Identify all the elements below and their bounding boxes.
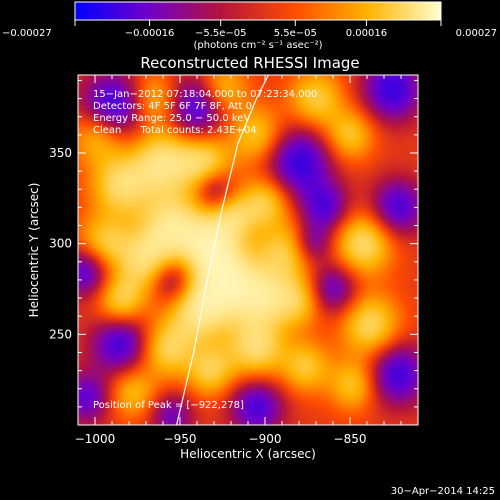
- chart-title: Reconstructed RHESSI Image: [140, 54, 359, 72]
- x-tick-label: −1000: [75, 432, 116, 446]
- x-tick-label: −900: [249, 432, 282, 446]
- colorbar-tick-label: −0.00016: [125, 28, 175, 39]
- colorbar-tick-label: −0.00027: [2, 28, 52, 39]
- info-line-time: 15−Jan−2012 07:18:04.000 to 07:23:34.000: [93, 89, 317, 100]
- info-line-detectors: Detectors: 4F 5F 6F 7F 8F, Att 0: [93, 101, 252, 112]
- solar-limb-line: [176, 75, 269, 425]
- y-axis-title: Heliocentric Y (arcsec): [27, 183, 41, 318]
- heatmap-image: [78, 75, 418, 425]
- x-tick-label: −950: [164, 432, 197, 446]
- colorbar-tick-label: 0.00016: [346, 28, 387, 39]
- colorbar-ticks: −0.00027 −0.00016 −5.5e−05 5.5e−05 0.00016 0.…: [2, 20, 497, 39]
- y-tick-label: 300: [49, 237, 72, 251]
- x-axis-ticks: −1000 −950 −900 −850: [75, 75, 419, 446]
- colorbar-tick-label: −5.5e−05: [195, 28, 247, 39]
- x-axis-title: Heliocentric X (arcsec): [180, 447, 316, 461]
- colorbar: −0.00027 −0.00016 −5.5e−05 5.5e−05 0.00016 0.…: [2, 1, 497, 51]
- info-line-clean: Clean Total counts: 2.43E+04: [93, 125, 257, 136]
- colorbar-units: (photons cm⁻² s⁻¹ asec⁻²): [193, 40, 322, 51]
- info-line-energy: Energy Range: 25.0 − 50.0 keV: [93, 113, 250, 124]
- y-axis-ticks: 250 300 350: [49, 79, 418, 408]
- y-tick-label: 250: [49, 327, 72, 341]
- colorbar-tick-label: 0.00027: [456, 28, 497, 39]
- colorbar-tick-label: 5.5e−05: [274, 28, 317, 39]
- x-tick-label: −850: [334, 432, 367, 446]
- plot-date-footer: 30−Apr−2014 14:25: [391, 486, 495, 497]
- heatmap-plot: [78, 75, 418, 425]
- y-tick-label: 350: [49, 146, 72, 160]
- peak-position-label: Position of Peak = [−922,278]: [93, 400, 244, 411]
- observation-info: 15−Jan−2012 07:18:04.000 to 07:23:34.000…: [93, 89, 317, 136]
- colorbar-gradient: [74, 1, 442, 21]
